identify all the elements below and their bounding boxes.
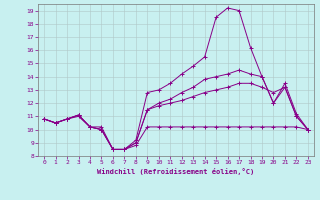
X-axis label: Windchill (Refroidissement éolien,°C): Windchill (Refroidissement éolien,°C): [97, 168, 255, 175]
